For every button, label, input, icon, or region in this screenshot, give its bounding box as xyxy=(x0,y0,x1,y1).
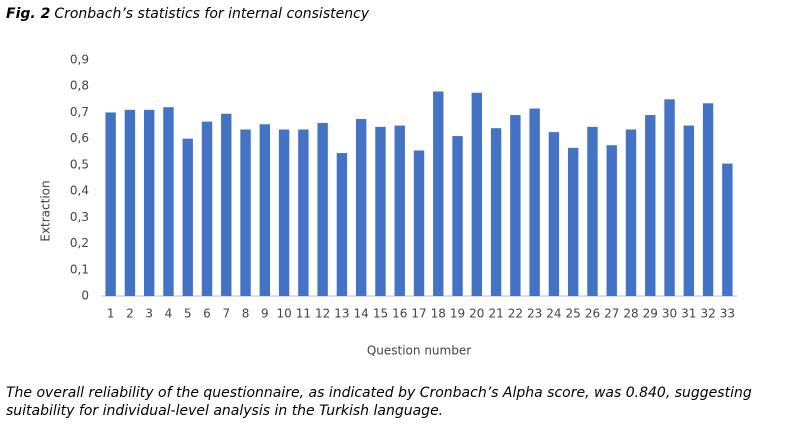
caption: The overall reliability of the questionn… xyxy=(6,385,752,419)
x-tick-label: 13 xyxy=(334,307,349,321)
x-tick-label: 27 xyxy=(604,307,619,321)
x-tick-label: 21 xyxy=(488,307,503,321)
y-tick-label: 0,5 xyxy=(70,157,89,171)
y-tick-label: 0,2 xyxy=(70,236,89,250)
y-tick-label: 0,7 xyxy=(70,105,89,119)
bar xyxy=(163,107,174,296)
x-tick-label: 30 xyxy=(662,307,677,321)
x-tick-label: 4 xyxy=(165,307,173,321)
x-tick-label: 3 xyxy=(145,307,153,321)
y-axis-label: Extraction xyxy=(39,180,53,241)
bar xyxy=(664,99,675,296)
x-tick-label: 6 xyxy=(203,307,211,321)
x-tick-label: 8 xyxy=(242,307,250,321)
x-tick-label: 14 xyxy=(354,307,369,321)
x-tick-label: 19 xyxy=(450,307,465,321)
x-tick-label: 10 xyxy=(276,307,291,321)
figure-title: Fig. 2 Cronbach’s statistics for internal… xyxy=(6,6,369,22)
bar xyxy=(722,163,733,296)
x-tick-label: 22 xyxy=(508,307,523,321)
x-tick-label: 11 xyxy=(296,307,311,321)
x-tick-label: 17 xyxy=(411,307,426,321)
bar xyxy=(625,129,637,296)
x-tick-label: 28 xyxy=(623,307,638,321)
bar xyxy=(298,129,309,296)
bar xyxy=(278,129,290,296)
bar xyxy=(452,136,463,296)
bar xyxy=(471,92,483,297)
x-axis-label: Question number xyxy=(367,344,471,358)
bar xyxy=(394,125,405,296)
x-tick-label: 32 xyxy=(700,307,715,321)
y-tick-label: 0,8 xyxy=(70,79,89,93)
bar xyxy=(317,122,328,296)
x-tick-label: 15 xyxy=(373,307,388,321)
bar xyxy=(433,91,444,296)
bar xyxy=(240,129,251,296)
bar xyxy=(490,128,502,296)
x-tick-label: 26 xyxy=(585,307,600,321)
bar xyxy=(606,145,617,296)
bar xyxy=(548,132,560,296)
bar xyxy=(182,138,193,296)
x-tick-label: 2 xyxy=(126,307,134,321)
bar xyxy=(510,115,521,296)
bar xyxy=(124,109,136,296)
y-tick-label: 0,9 xyxy=(70,53,89,67)
bar xyxy=(375,126,386,296)
bar xyxy=(259,124,271,296)
x-tick-label: 7 xyxy=(222,307,230,321)
x-tick-label: 16 xyxy=(392,307,407,321)
x-tick-label: 5 xyxy=(184,307,192,321)
bar xyxy=(702,103,714,297)
figure-label: Fig. 2 xyxy=(6,6,51,22)
x-tick-label: 25 xyxy=(566,307,581,321)
bar xyxy=(336,153,348,296)
bar xyxy=(567,147,579,296)
x-tick-label: 20 xyxy=(469,307,484,321)
bar xyxy=(143,109,155,296)
y-tick-label: 0,6 xyxy=(70,131,89,145)
bar xyxy=(105,112,116,296)
x-tick-label: 18 xyxy=(431,307,446,321)
y-tick-label: 0,4 xyxy=(70,184,89,198)
x-tick-label: 33 xyxy=(720,307,735,321)
chart: Extraction Question number 0 0,1 0,2 0,3 0,4… xyxy=(39,53,737,358)
bar xyxy=(413,150,425,296)
bar xyxy=(587,126,598,296)
x-tick-label: 29 xyxy=(643,307,658,321)
bar xyxy=(529,108,540,296)
x-tick-label: 1 xyxy=(107,307,115,321)
bar xyxy=(683,125,695,296)
x-tick-label: 9 xyxy=(261,307,269,321)
y-tick-label: 0,1 xyxy=(70,262,89,276)
x-tick-label: 31 xyxy=(681,307,696,321)
bar xyxy=(355,119,367,296)
x-tick-label: 23 xyxy=(527,307,542,321)
x-tick-label: 12 xyxy=(315,307,330,321)
bar xyxy=(645,115,656,296)
y-tick-label: 0 xyxy=(81,289,89,303)
y-tick-label: 0,3 xyxy=(70,210,89,224)
bar xyxy=(221,113,232,296)
chart-title: Cronbach’s statistics for internal consi… xyxy=(54,6,370,22)
x-tick-label: 24 xyxy=(546,307,561,321)
bar xyxy=(201,121,213,296)
